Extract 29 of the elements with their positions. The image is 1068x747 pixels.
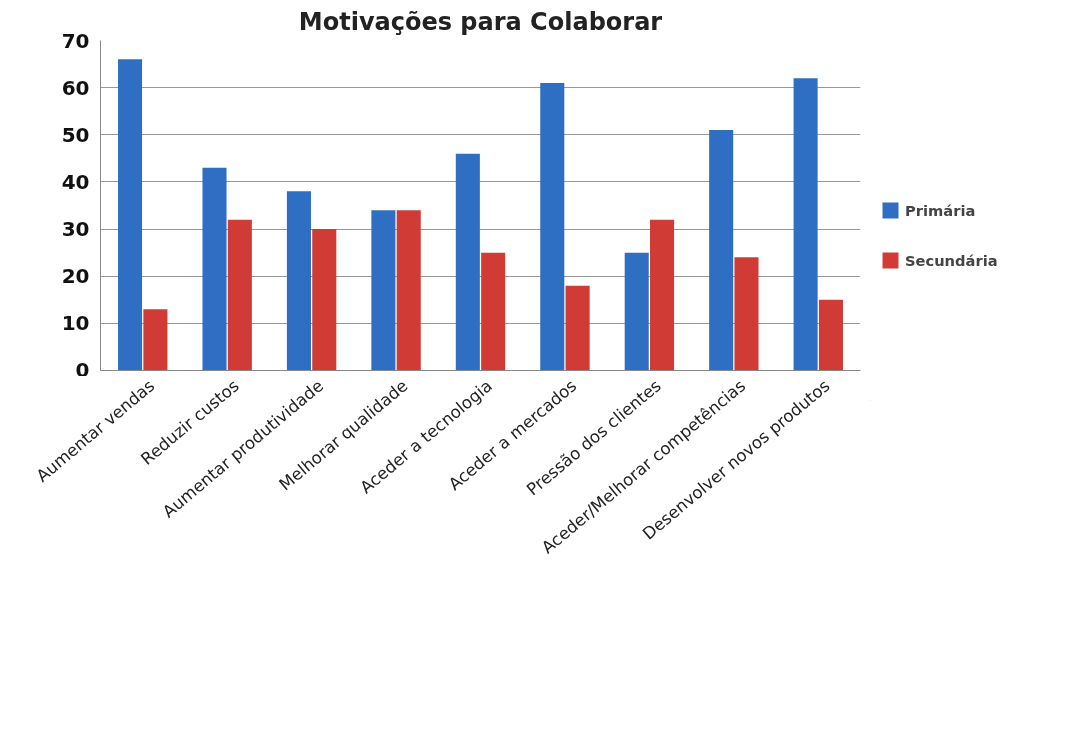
y-tick-label: 30	[61, 217, 90, 242]
bar	[202, 167, 227, 371]
y-tick-label: 40	[61, 169, 90, 194]
y-tick-label: 0	[75, 357, 90, 382]
bar	[286, 191, 311, 371]
bar	[793, 78, 818, 371]
bar	[143, 309, 168, 371]
bar	[227, 219, 252, 371]
legend-label: Secundária	[905, 251, 998, 269]
y-tick-label: 20	[61, 264, 90, 289]
bar	[481, 252, 506, 371]
legend-label: Primária	[905, 201, 976, 219]
chart-title: Motivações para Colaborar	[298, 7, 663, 36]
bar	[118, 59, 143, 371]
y-tick-label: 10	[61, 311, 90, 336]
bar	[624, 252, 649, 371]
bar	[818, 299, 843, 371]
bar	[650, 219, 675, 371]
bar	[396, 210, 421, 371]
y-tick-label: 50	[61, 122, 90, 147]
bar	[734, 257, 759, 371]
y-tick-label: 60	[61, 75, 90, 100]
bar	[455, 153, 480, 371]
bar	[709, 130, 734, 371]
bar	[371, 210, 396, 371]
bar	[540, 82, 565, 371]
bar	[565, 285, 590, 371]
y-tick-label: 70	[61, 28, 90, 53]
bar	[312, 229, 337, 371]
